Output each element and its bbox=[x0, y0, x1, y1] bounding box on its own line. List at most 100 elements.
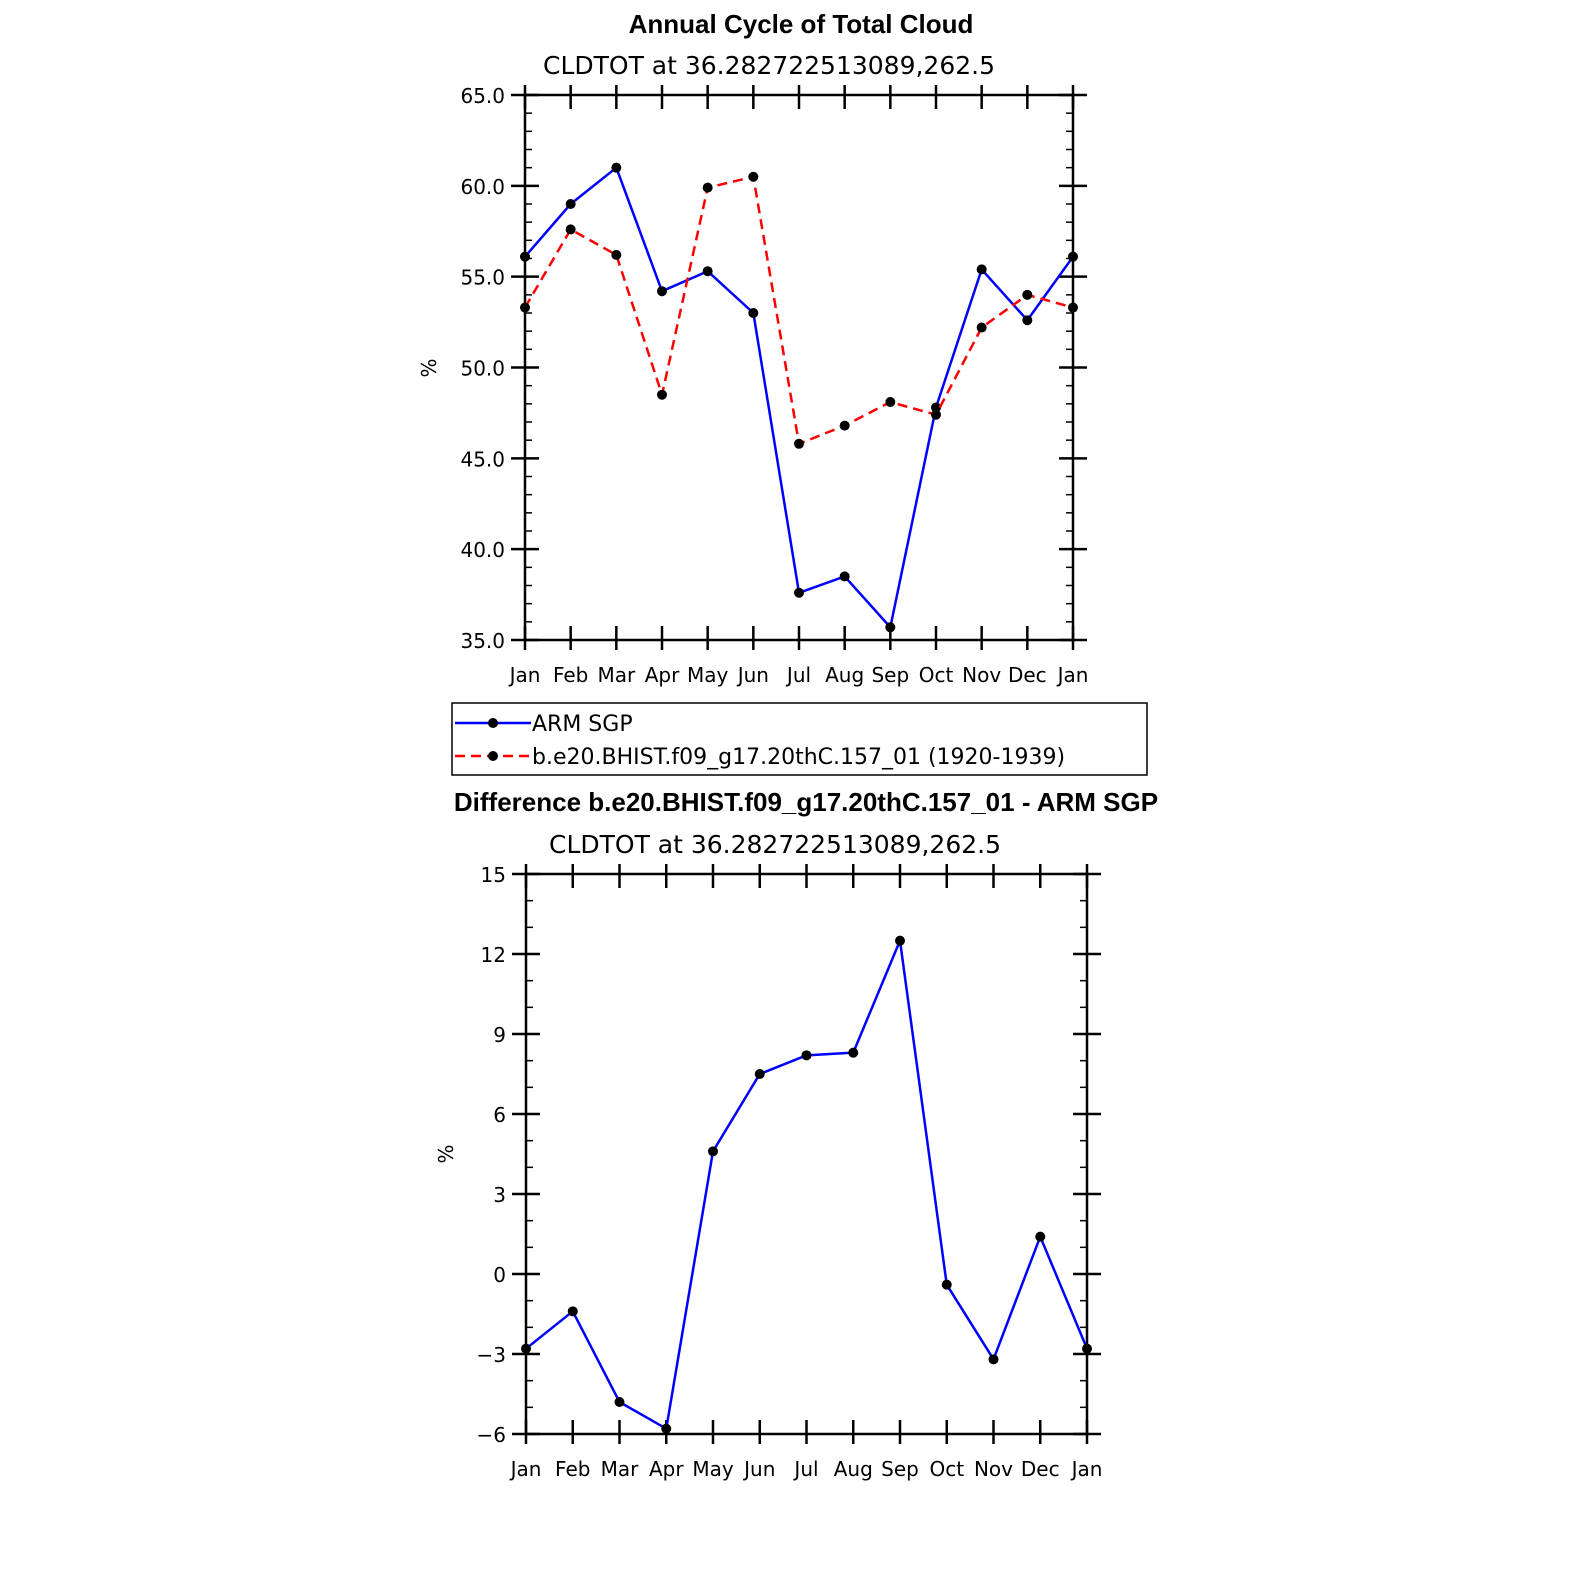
x-tick-label: Oct bbox=[929, 1457, 964, 1481]
legend-label-arm-sgp: ARM SGP bbox=[532, 712, 633, 737]
data-point bbox=[521, 1343, 531, 1354]
y-tick-label: 12 bbox=[481, 943, 506, 967]
y-tick-label: 9 bbox=[493, 1023, 506, 1047]
x-tick-label: Jan bbox=[1070, 1457, 1103, 1481]
data-point bbox=[611, 249, 622, 260]
data-point bbox=[657, 389, 667, 400]
x-tick-label: Sep bbox=[881, 1457, 919, 1481]
data-point bbox=[702, 182, 713, 193]
x-tick-label: Nov bbox=[974, 1457, 1013, 1481]
data-point bbox=[976, 264, 987, 275]
series-line-0 bbox=[525, 939, 1089, 1430]
x-tick-label: Jun bbox=[736, 663, 769, 687]
data-point bbox=[839, 420, 850, 431]
x-tick-label: Jul bbox=[792, 1457, 818, 1481]
data-point bbox=[801, 1050, 812, 1061]
data-point bbox=[941, 1279, 952, 1290]
legend-marker-model bbox=[488, 751, 498, 761]
legend-box bbox=[451, 702, 1148, 776]
x-tick-label: May bbox=[692, 1457, 734, 1481]
series-line-1 bbox=[523, 175, 1074, 446]
x-tick-label: Apr bbox=[645, 663, 680, 687]
x-tick-label: Nov bbox=[962, 663, 1001, 687]
legend: ARM SGP b.e20.BHIST.f09_g17.20thC.157_01… bbox=[451, 702, 1148, 776]
y-axis-label: % bbox=[417, 358, 441, 377]
data-point bbox=[1022, 289, 1033, 300]
data-point bbox=[702, 266, 713, 277]
y-tick-label: 65.0 bbox=[460, 84, 505, 108]
x-tick-label: Sep bbox=[871, 663, 909, 687]
data-point bbox=[565, 224, 576, 235]
x-tick-label: Dec bbox=[1008, 663, 1047, 687]
data-point bbox=[708, 1146, 718, 1157]
data-point bbox=[794, 438, 804, 449]
plot-frame bbox=[524, 872, 1089, 1436]
y-tick-label: 6 bbox=[493, 1103, 506, 1127]
data-point bbox=[520, 302, 530, 313]
data-point bbox=[848, 1047, 859, 1058]
annual-cycle-chart: Annual Cycle of Total Cloud CLDTOT at 36… bbox=[417, 9, 1088, 687]
data-point bbox=[1082, 1343, 1092, 1354]
x-tick-label: Oct bbox=[919, 663, 954, 687]
y-tick-label: 35.0 bbox=[460, 629, 505, 653]
x-tick-label: Mar bbox=[597, 663, 636, 687]
y-tick-label: 50.0 bbox=[460, 357, 505, 381]
y-tick-label: 15 bbox=[481, 863, 506, 887]
y-tick-label: 0 bbox=[493, 1263, 506, 1287]
data-point bbox=[657, 286, 667, 297]
chart-subtitle: CLDTOT at 36.282722513089,262.5 bbox=[549, 830, 1001, 859]
x-tick-label: Jan bbox=[508, 663, 541, 687]
y-tick-label: 40.0 bbox=[460, 538, 505, 562]
y-tick-label: 45.0 bbox=[460, 447, 505, 471]
data-point bbox=[611, 162, 622, 173]
chart-title: Annual Cycle of Total Cloud bbox=[629, 9, 974, 39]
data-point bbox=[885, 397, 896, 408]
data-point bbox=[895, 935, 905, 946]
x-tick-label: Aug bbox=[834, 1457, 873, 1481]
x-tick-label: Dec bbox=[1021, 1457, 1060, 1481]
data-point bbox=[885, 622, 896, 633]
x-tick-label: Feb bbox=[553, 663, 588, 687]
y-tick-label: −3 bbox=[477, 1343, 506, 1367]
data-point bbox=[520, 251, 530, 262]
y-tick-label: −6 bbox=[477, 1423, 506, 1447]
data-point bbox=[1068, 302, 1078, 313]
data-point bbox=[1068, 251, 1078, 262]
x-tick-label: Jun bbox=[742, 1457, 775, 1481]
x-tick-label: Jan bbox=[509, 1457, 542, 1481]
data-point bbox=[748, 308, 759, 318]
legend-label-model: b.e20.BHIST.f09_g17.20thC.157_01 (1920-1… bbox=[532, 745, 1065, 770]
x-tick-label: Feb bbox=[555, 1457, 590, 1481]
data-point bbox=[754, 1069, 765, 1079]
data-point bbox=[988, 1354, 999, 1365]
data-point bbox=[976, 322, 987, 333]
series-line-0 bbox=[524, 166, 1075, 629]
chart-title: Difference b.e20.BHIST.f09_g17.20thC.157… bbox=[454, 787, 1158, 817]
data-point bbox=[614, 1397, 625, 1407]
y-axis-label: % bbox=[434, 1144, 458, 1163]
y-tick-label: 55.0 bbox=[460, 266, 505, 290]
data-point bbox=[661, 1423, 672, 1434]
data-point bbox=[931, 402, 941, 413]
x-tick-label: Aug bbox=[825, 663, 864, 687]
legend-marker-arm-sgp bbox=[488, 718, 498, 728]
x-tick-label: Jul bbox=[785, 663, 811, 687]
data-point bbox=[794, 587, 804, 598]
x-tick-label: Mar bbox=[601, 1457, 640, 1481]
data-point bbox=[1035, 1231, 1046, 1242]
y-tick-label: 60.0 bbox=[460, 175, 505, 199]
data-point bbox=[1022, 315, 1033, 326]
chart-subtitle: CLDTOT at 36.282722513089,262.5 bbox=[543, 51, 995, 80]
data-point bbox=[567, 1306, 578, 1317]
data-point bbox=[931, 409, 941, 420]
data-point bbox=[839, 571, 850, 582]
y-tick-label: 3 bbox=[493, 1183, 506, 1207]
plot-frame bbox=[523, 93, 1075, 642]
x-tick-label: Jan bbox=[1056, 663, 1089, 687]
data-point bbox=[565, 199, 576, 209]
x-tick-label: May bbox=[687, 663, 729, 687]
data-point bbox=[748, 171, 759, 182]
difference-chart: Difference b.e20.BHIST.f09_g17.20thC.157… bbox=[434, 787, 1158, 1481]
x-tick-label: Apr bbox=[649, 1457, 684, 1481]
